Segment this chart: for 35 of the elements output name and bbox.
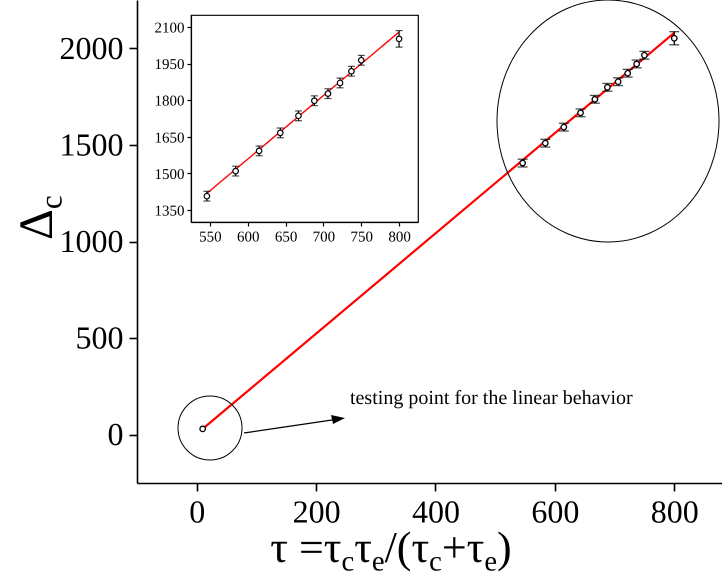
point: [577, 109, 584, 116]
annotation: testing point for the linear behavior: [350, 386, 633, 410]
point: [348, 68, 355, 75]
point: [641, 52, 648, 59]
point: [670, 34, 678, 42]
y-tick-label: 1500: [60, 126, 124, 162]
x-tick-label: 600: [531, 494, 580, 530]
point: [311, 97, 318, 104]
point: [336, 80, 344, 86]
point: [396, 36, 402, 42]
y-tick-label: 2100: [154, 20, 184, 37]
point: [358, 56, 365, 64]
y-tick-label: 1950: [154, 57, 184, 74]
point: [604, 84, 611, 91]
x-tick-label: 800: [650, 494, 699, 530]
point: [324, 90, 332, 97]
x-tick-label: 700: [312, 230, 336, 246]
x-tick-label: 650: [274, 230, 298, 246]
x-tick-label: 600: [237, 230, 260, 246]
y-tick-label: 0: [108, 416, 124, 452]
point: [295, 112, 302, 120]
point: [256, 148, 262, 154]
x-tick-label: 550: [199, 230, 222, 246]
point: [232, 168, 239, 174]
y-tick-label: 1500: [154, 166, 184, 183]
x-tick-label: 800: [388, 230, 411, 246]
point: [276, 130, 284, 136]
y-tick-label: 2000: [60, 30, 124, 66]
y-tick-label: 1650: [154, 130, 184, 146]
y-tick-label: 1800: [154, 94, 184, 110]
point: [204, 192, 210, 200]
y-tick-label: 500: [76, 320, 124, 356]
point: [199, 426, 206, 432]
x-tick-label: 750: [350, 230, 373, 246]
y-tick-label: 1350: [154, 203, 184, 220]
